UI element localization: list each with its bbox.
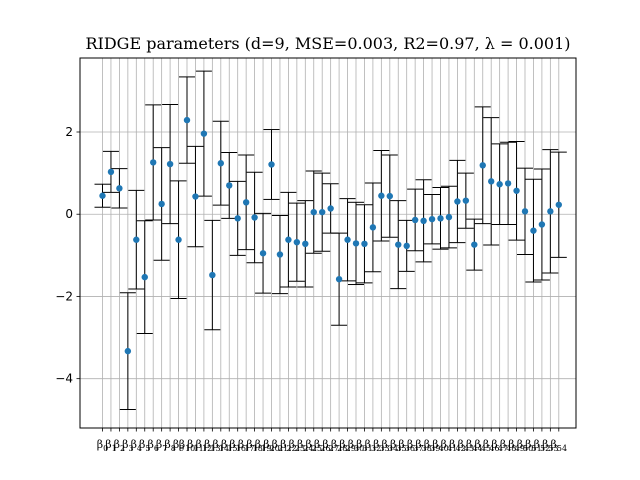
data-point (116, 185, 123, 192)
data-point (420, 217, 427, 224)
data-point (361, 240, 368, 248)
y-tick-label: −2 (55, 289, 73, 303)
data-point (293, 238, 301, 246)
data-point (99, 192, 106, 199)
plot-frame (79, 57, 577, 429)
x-tick-label: β2 (114, 438, 125, 453)
data-point (192, 193, 199, 200)
data-point (547, 208, 554, 215)
data-point (150, 159, 157, 166)
data-point (133, 236, 140, 243)
x-tick-label: β6 (147, 438, 158, 453)
data-point (352, 240, 360, 247)
data-point (166, 160, 174, 168)
data-point (437, 215, 444, 222)
data-point (504, 180, 512, 187)
data-point (183, 116, 191, 124)
data-point (454, 198, 461, 205)
data-point (496, 181, 503, 188)
data-point (242, 199, 250, 206)
data-point (479, 162, 486, 169)
x-tick-label: β3 (122, 438, 133, 453)
data-points (99, 116, 562, 355)
data-point (445, 213, 453, 221)
data-point (310, 208, 317, 216)
y-axis: −4 −2 0 2 (55, 125, 80, 386)
data-point (175, 236, 182, 243)
data-point (209, 271, 216, 279)
data-point (327, 205, 334, 212)
y-tick-label: 0 (65, 207, 73, 221)
data-point (302, 240, 309, 248)
data-point (513, 187, 520, 194)
data-point (386, 192, 393, 200)
data-point (124, 347, 132, 355)
x-tick-label: β5 (139, 438, 150, 453)
x-tick-label: β9 (173, 438, 184, 453)
data-point (411, 216, 419, 224)
data-point (259, 250, 267, 257)
data-point (226, 182, 233, 189)
data-point (471, 241, 478, 248)
chart-title: RIDGE parameters (d=9, MSE=0.003, R2=0.9… (85, 34, 570, 53)
data-point (200, 130, 208, 137)
data-point (276, 251, 284, 258)
data-point (530, 227, 537, 234)
data-point (403, 242, 410, 250)
data-point (268, 161, 275, 168)
x-tick-label: β7 (156, 438, 167, 453)
plot-area (80, 58, 576, 428)
data-point (234, 215, 241, 222)
data-point (285, 236, 292, 243)
x-tick-label: β1 (105, 438, 116, 453)
data-point (344, 236, 351, 243)
data-point (555, 201, 562, 208)
data-point (521, 208, 529, 215)
x-tick-label: β8 (164, 438, 175, 453)
data-point (107, 168, 115, 176)
data-point (335, 275, 343, 283)
y-tick-label: 2 (65, 125, 73, 139)
x-tick-label: β0 (97, 438, 108, 453)
y-tick-label: −4 (55, 372, 73, 386)
data-point (158, 200, 165, 208)
data-point (251, 214, 258, 221)
data-point (217, 160, 224, 167)
data-point (395, 241, 402, 248)
data-point (488, 178, 495, 185)
data-point (141, 273, 148, 281)
data-point (369, 224, 377, 231)
data-point (462, 197, 470, 204)
data-point (378, 192, 385, 199)
data-point (538, 221, 546, 228)
x-tick-label: β4 (131, 438, 142, 453)
data-point (319, 208, 326, 216)
data-point (428, 215, 436, 223)
